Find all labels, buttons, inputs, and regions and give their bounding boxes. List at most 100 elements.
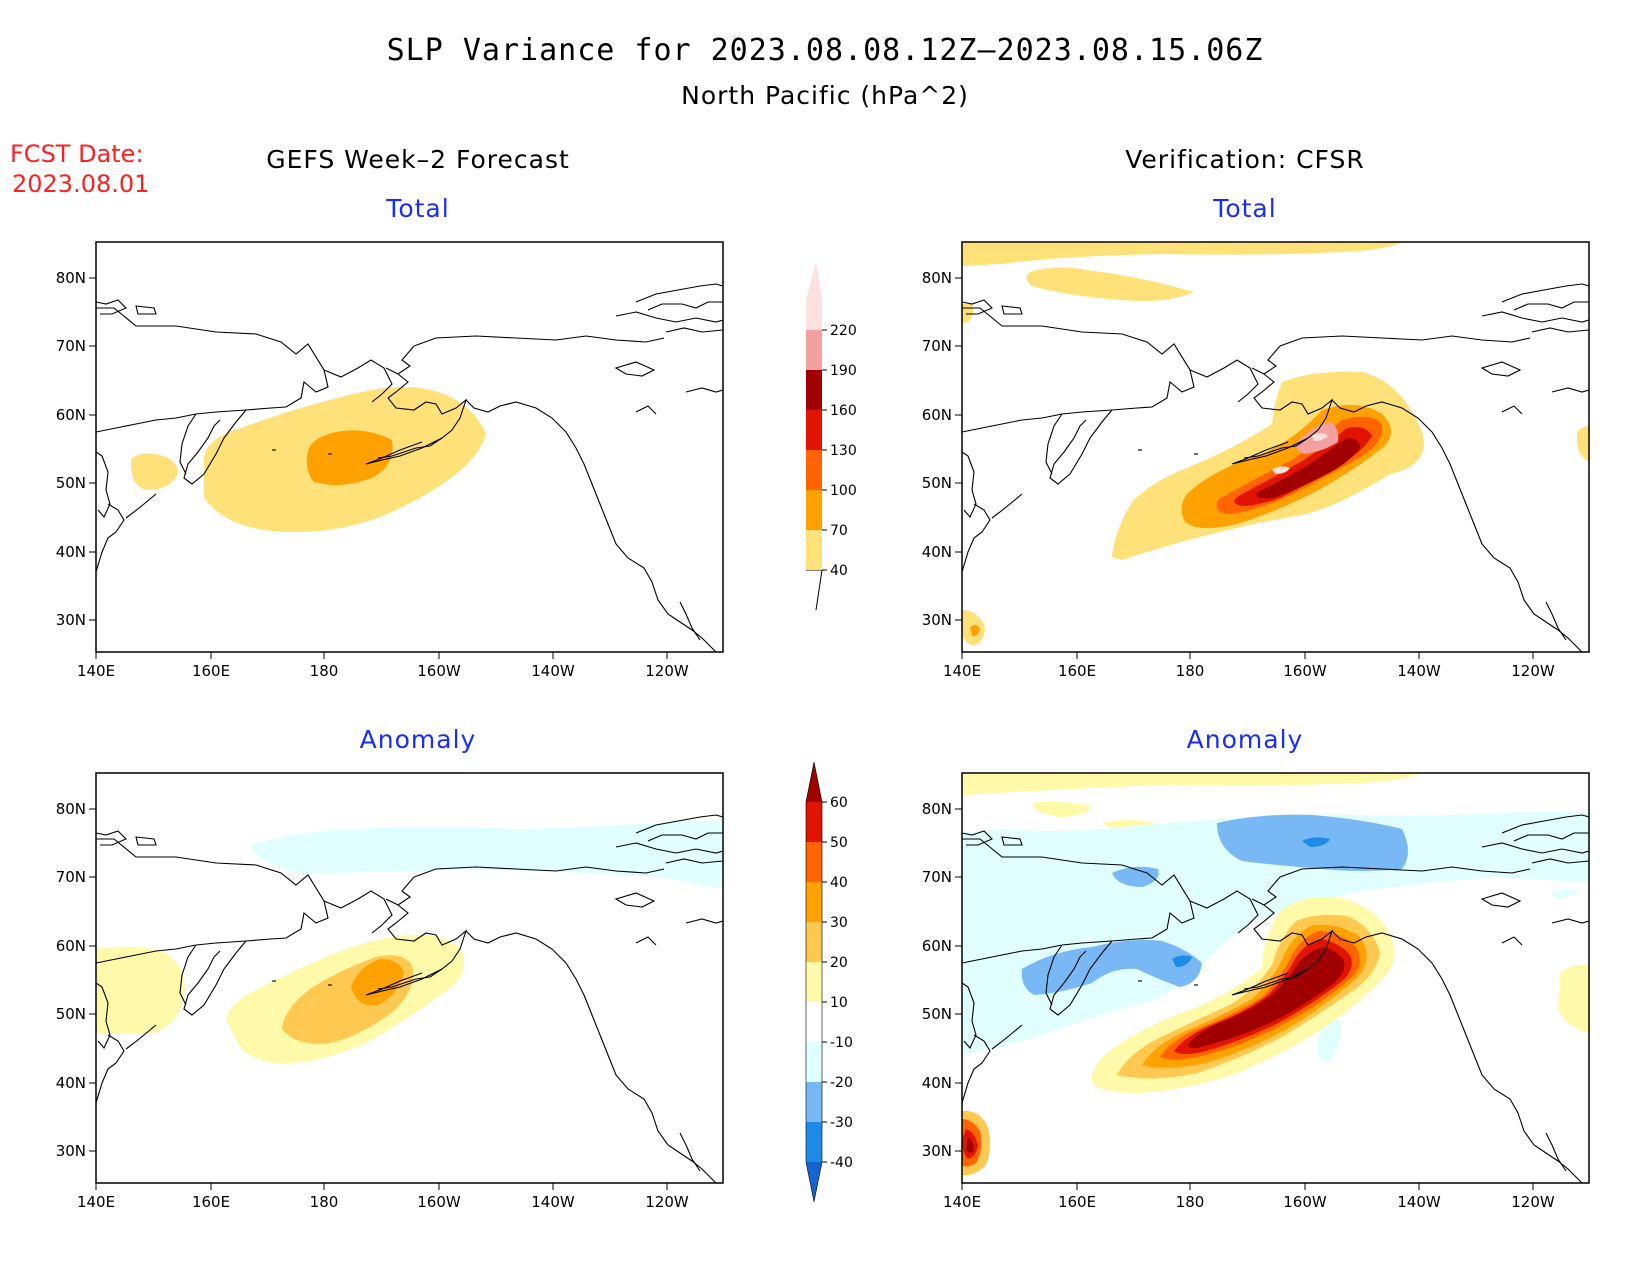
- y-tick-label: 80N: [922, 269, 952, 287]
- y-tick-label: 80N: [56, 269, 86, 287]
- x-tick-label: 160E: [1058, 1193, 1096, 1211]
- x-tick-label: 120W: [645, 662, 689, 680]
- x-tick-label: 180: [310, 1193, 339, 1211]
- y-tick-label: 50N: [56, 474, 86, 492]
- colorbar-extend-low: [806, 1162, 822, 1202]
- x-tick-label: 160W: [1283, 662, 1327, 680]
- x-tick-label: 140W: [531, 1193, 575, 1211]
- map-frame: [961, 241, 1590, 653]
- x-tick-label: 180: [310, 662, 339, 680]
- colorbar-level-label: 40: [830, 875, 848, 891]
- colorbar-swatch: [806, 530, 822, 570]
- x-tick-label: 120W: [1511, 662, 1555, 680]
- colorbar-swatch: [806, 1122, 822, 1162]
- main-title: SLP Variance for 2023.08.08.12Z–2023.08.…: [387, 33, 1264, 68]
- map-frame: [961, 772, 1590, 1184]
- y-tick-label: 30N: [56, 611, 86, 629]
- colorbar-level-label: 60: [830, 795, 848, 811]
- colorbar-swatch: [806, 1082, 822, 1122]
- y-tick-label: 70N: [922, 337, 952, 355]
- y-tick-label: 60N: [56, 937, 86, 955]
- main-subtitle: North Pacific (hPa^2): [681, 81, 969, 110]
- map-frame: [95, 772, 724, 1184]
- colorbar-level-label: 10: [830, 995, 848, 1011]
- y-tick-label: 40N: [922, 543, 952, 561]
- x-tick-label: 160W: [1283, 1193, 1327, 1211]
- y-tick-label: 60N: [56, 406, 86, 424]
- panel-label-forecast-anomaly: Anomaly: [360, 725, 477, 754]
- y-tick-label: 40N: [56, 543, 86, 561]
- colorbar-level-label: -10: [830, 1035, 853, 1051]
- colorbar-level-label: 40: [830, 563, 848, 579]
- x-tick-label: 140E: [77, 1193, 115, 1211]
- map-verification-anomaly: [961, 772, 1590, 1184]
- colorbar-level-label: -40: [830, 1155, 853, 1171]
- panel-label-verification-total: Total: [1212, 194, 1276, 223]
- y-tick-label: 50N: [922, 474, 952, 492]
- colorbar-level-label: 190: [830, 363, 857, 379]
- y-tick-label: 60N: [922, 937, 952, 955]
- colorbar-swatch: [806, 922, 822, 962]
- map-verification-total: [961, 241, 1590, 653]
- y-tick-label: 70N: [922, 868, 952, 886]
- colorbar-swatch: [806, 882, 822, 922]
- colorbar-level-label: -30: [830, 1115, 853, 1131]
- y-tick-label: 50N: [922, 1005, 952, 1023]
- colorbar-swatch: [806, 802, 822, 842]
- x-tick-label: 140W: [1397, 1193, 1441, 1211]
- x-tick-label: 140E: [943, 662, 981, 680]
- y-tick-label: 30N: [922, 611, 952, 629]
- colorbar-total: 40 70 100 130 160 190 220: [806, 262, 857, 611]
- x-tick-label: 160E: [192, 1193, 230, 1211]
- colorbar-swatch: [806, 330, 822, 370]
- colorbar-swatch: [806, 962, 822, 1002]
- colorbar-level-label: -20: [830, 1075, 853, 1091]
- map-frame: [95, 241, 724, 653]
- x-tick-label: 120W: [645, 1193, 689, 1211]
- column-header-verification: Verification: CFSR: [1125, 145, 1364, 174]
- colorbar-level-label: 100: [830, 483, 857, 499]
- y-tick-label: 80N: [56, 800, 86, 818]
- colorbar-level-label: 50: [830, 835, 848, 851]
- colorbar-swatch: [806, 1042, 822, 1082]
- y-tick-label: 70N: [56, 868, 86, 886]
- fcst-label: FCST Date:: [10, 140, 144, 168]
- colorbar-anomaly: -40 -30 -20 -10 10 20 30 40 50 60: [805, 761, 853, 1203]
- colorbar-level-label: 20: [830, 955, 848, 971]
- colorbar-level-label: 70: [830, 523, 848, 539]
- colorbar-level-label: 130: [830, 443, 857, 459]
- x-tick-label: 140W: [1397, 662, 1441, 680]
- y-tick-label: 80N: [922, 800, 952, 818]
- x-tick-label: 120W: [1511, 1193, 1555, 1211]
- y-tick-label: 70N: [56, 337, 86, 355]
- colorbar-swatch: [806, 490, 822, 530]
- y-tick-label: 40N: [922, 1074, 952, 1092]
- colorbar-level-label: 30: [830, 915, 848, 931]
- colorbar-swatch: [806, 410, 822, 450]
- x-tick-label: 160W: [417, 662, 461, 680]
- axis-ticks: 140E 160E 180 160W 140W 120W 80N 70N 60N 50N 40N 30…: [56, 269, 1555, 1211]
- panel-label-verification-anomaly: Anomaly: [1187, 725, 1304, 754]
- x-tick-label: 160E: [1058, 662, 1096, 680]
- x-tick-label: 180: [1176, 1193, 1205, 1211]
- x-tick-label: 160E: [192, 662, 230, 680]
- colorbar-swatch: [806, 370, 822, 410]
- y-tick-label: 30N: [922, 1142, 952, 1160]
- x-tick-label: 180: [1176, 662, 1205, 680]
- map-forecast-anomaly: [95, 772, 724, 1184]
- y-tick-label: 40N: [56, 1074, 86, 1092]
- column-header-forecast: GEFS Week–2 Forecast: [266, 145, 570, 174]
- fcst-date: 2023.08.01: [12, 170, 149, 198]
- x-tick-label: 140E: [77, 662, 115, 680]
- colorbar-swatch: [806, 450, 822, 490]
- colorbar-level-label: 160: [830, 403, 857, 419]
- colorbar-extend-high: [806, 762, 822, 802]
- colorbar-extend-low: [806, 569, 823, 611]
- colorbar-level-label: 220: [830, 323, 857, 339]
- y-tick-label: 60N: [922, 406, 952, 424]
- x-tick-label: 160W: [417, 1193, 461, 1211]
- colorbar-swatch: [806, 1002, 822, 1042]
- y-tick-label: 30N: [56, 1142, 86, 1160]
- panel-label-forecast-total: Total: [385, 194, 449, 223]
